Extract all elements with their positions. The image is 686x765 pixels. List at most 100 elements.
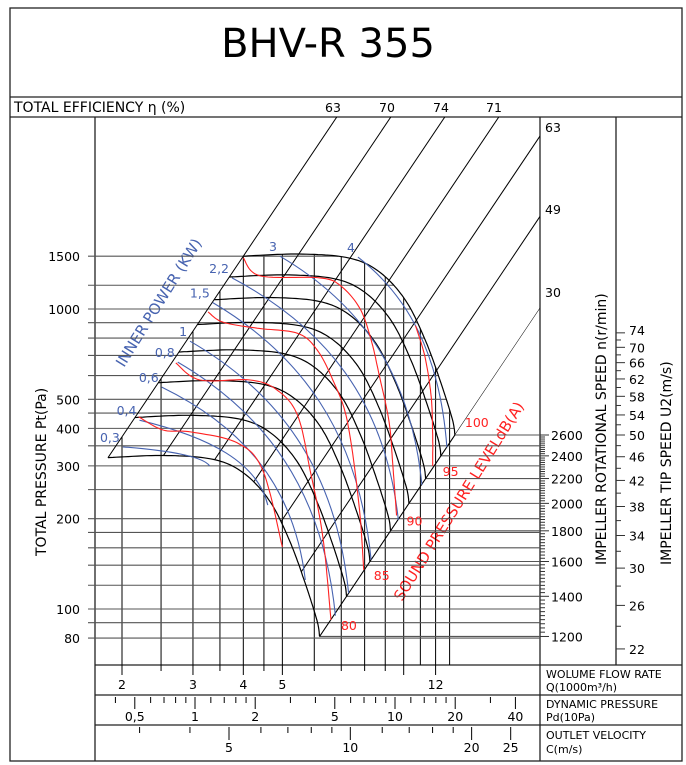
power-curve-label: 3 <box>269 239 277 254</box>
velocity-tick-label: 20 <box>464 740 480 755</box>
velocity-tick-label: 5 <box>225 740 233 755</box>
flow-tick-label: 4 <box>239 677 247 692</box>
system-line-label: 63 <box>545 120 561 135</box>
tip-speed-tick-label: 38 <box>629 500 645 515</box>
speed-tick-label: 1800 <box>551 524 583 539</box>
sound-level-label: 85 <box>374 568 390 583</box>
efficiency-value: 74 <box>433 100 449 115</box>
fan-curve-1800 <box>178 349 392 531</box>
sound-curve <box>138 416 283 548</box>
tip-speed-tick-label: 74 <box>629 323 645 338</box>
velocity-tick-label: 10 <box>342 740 358 755</box>
speed-tick-label: 2600 <box>551 428 583 443</box>
y-tick-label: 100 <box>56 602 80 617</box>
dynamic-pressure-tick-label: 0,5 <box>125 709 145 724</box>
dynamic-pressure-tick-label: 10 <box>387 709 403 724</box>
fan-curve-2400 <box>229 274 442 456</box>
sound-curve <box>414 325 434 466</box>
velocity-tick-label: 25 <box>503 740 519 755</box>
grid <box>88 254 540 665</box>
dynamic-pressure-tick-label: 1 <box>191 709 199 724</box>
power-curve <box>139 419 269 506</box>
efficiency-value: 71 <box>486 100 502 115</box>
system-line <box>95 117 338 637</box>
speed-tick-label: 2000 <box>551 496 583 511</box>
power-curve-label: 1 <box>179 324 187 339</box>
power-curve <box>189 340 350 594</box>
y-axis-title: TOTAL PRESSURE Pt(Pa) <box>34 388 50 557</box>
y-tick-label: 200 <box>56 512 80 527</box>
flow-tick-label: 2 <box>118 677 126 692</box>
power-curve-label: 0,4 <box>117 403 137 418</box>
y-tick-label: 300 <box>56 459 80 474</box>
power-curve <box>161 386 306 580</box>
speed-tick-label: 2200 <box>551 472 583 487</box>
axes: 1500100050040030020010080260024002200200… <box>48 249 645 755</box>
y-tick-label: 1500 <box>48 249 80 264</box>
dynamic-pressure-tick-label: 40 <box>507 709 523 724</box>
fan-curve-2000 <box>197 321 410 504</box>
tip-speed-tick-label: 42 <box>629 473 645 488</box>
chart-title: BHV-R 355 <box>221 21 435 67</box>
speed-axis-title: IMPELLER ROTATIONAL SPEED n(r/min) <box>594 293 610 565</box>
power-curve-label: 4 <box>347 240 355 255</box>
y-tick-label: 400 <box>56 421 80 436</box>
dynamic-pressure-unit: Pd(10Pa) <box>546 711 595 724</box>
dynamic-pressure-tick-label: 2 <box>251 709 259 724</box>
tip-speed-tick-label: 22 <box>629 642 645 657</box>
flow-axis-unit: Q(1000m³/h) <box>546 681 617 694</box>
power-curve-label: 0,3 <box>100 430 120 445</box>
y-tick-label: 500 <box>56 392 80 407</box>
tip-speed-tick-label: 62 <box>629 372 645 387</box>
sound-level-label: 95 <box>443 464 459 479</box>
curve-end-boundary <box>319 434 456 637</box>
fan-curve-2600 <box>243 253 456 436</box>
flow-tick-label: 12 <box>428 677 444 692</box>
power-curve <box>122 446 211 467</box>
efficiency-label: TOTAL EFFICIENCY η (%) <box>13 100 185 116</box>
speed-tick-label: 2400 <box>551 449 583 464</box>
sound-curve <box>175 362 332 620</box>
speed-tick-label: 1400 <box>551 589 583 604</box>
fan-curve-2200 <box>214 296 427 479</box>
velocity-axis-unit: C(m/s) <box>546 743 582 756</box>
tip-speed-tick-label: 46 <box>629 450 645 465</box>
flow-tick-label: 5 <box>278 677 286 692</box>
tip-speed-tick-label: 50 <box>629 428 645 443</box>
tip-speed-tick-label: 58 <box>629 389 645 404</box>
tip-speed-axis-title: IMPELLER TIP SPEED U2(m/s) <box>659 361 675 565</box>
efficiency-value: 70 <box>379 100 395 115</box>
dynamic-pressure-title: DYNAMIC PRESSURE <box>546 698 658 711</box>
flow-tick-label: 3 <box>189 677 197 692</box>
power-curve <box>279 255 423 486</box>
tip-speed-tick-label: 26 <box>629 598 645 613</box>
power-curve <box>177 361 336 616</box>
fan-curve-1400 <box>134 414 348 597</box>
power-curve-label: 2,2 <box>209 261 229 276</box>
speed-tick-label: 1200 <box>551 629 583 644</box>
fan-curve-1600 <box>158 379 371 562</box>
velocity-axis-title: OUTLET VELOCITY <box>546 729 646 742</box>
sound-level-label: 80 <box>341 618 357 633</box>
tip-speed-tick-label: 66 <box>629 356 645 371</box>
curves: 0,3 0,4 0,6 0,8 1 1,5 2,2 3 4 80 85 90 95 100 <box>100 239 489 637</box>
y-tick-label: 80 <box>64 631 80 646</box>
flow-axis-title: WOLUME FLOW RATE <box>546 668 662 681</box>
tip-speed-tick-label: 54 <box>629 408 645 423</box>
tip-speed-tick-label: 30 <box>629 561 645 576</box>
y-tick-label: 1000 <box>48 302 80 317</box>
system-line-label: 49 <box>545 202 561 217</box>
sound-level-label: 90 <box>407 513 423 528</box>
power-curve <box>357 256 448 448</box>
power-curve <box>231 277 399 521</box>
power-curve <box>212 302 372 560</box>
system-line <box>95 117 446 637</box>
system-line-label: 30 <box>545 285 561 300</box>
dynamic-pressure-tick-label: 20 <box>447 709 463 724</box>
fan-curve-1200 <box>107 454 321 637</box>
system-line <box>106 117 500 637</box>
system-lines <box>95 117 540 637</box>
dynamic-pressure-tick-label: 5 <box>331 709 339 724</box>
power-curve-label: 1,5 <box>190 286 210 301</box>
